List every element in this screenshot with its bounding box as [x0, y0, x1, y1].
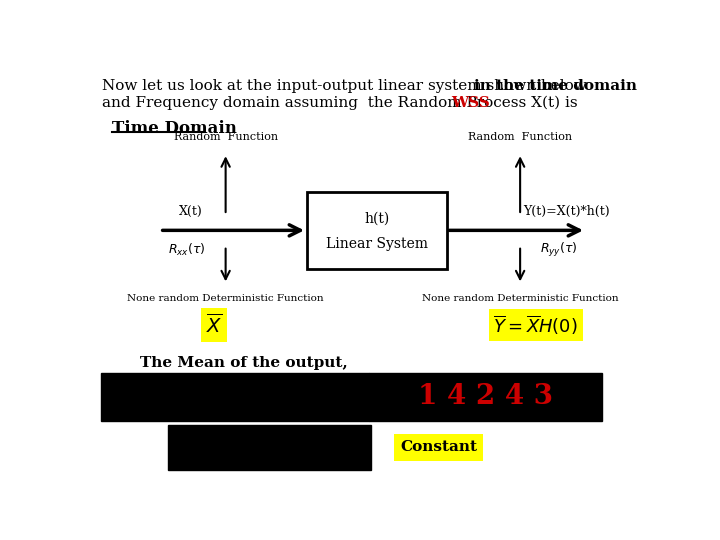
Bar [168, 425, 371, 470]
Text: Y(t)=X(t)*h(t): Y(t)=X(t)*h(t) [523, 205, 610, 218]
Text: None random Deterministic Function: None random Deterministic Function [422, 294, 618, 303]
Text: in the time domain: in the time domain [474, 79, 636, 93]
Text: $R_{yy}(\tau)$: $R_{yy}(\tau)$ [540, 241, 577, 259]
Text: h(t): h(t) [364, 212, 390, 226]
Bar [307, 192, 446, 269]
Text: and Frequency domain assuming  the Random Process X(t) is: and Frequency domain assuming the Random… [102, 96, 582, 110]
Text: WSS: WSS [451, 96, 490, 110]
Text: $R_{xx}(\tau)$: $R_{xx}(\tau)$ [168, 241, 206, 258]
Text: Time Domain: Time Domain [112, 120, 237, 137]
Text: Random  Function: Random Function [468, 132, 572, 142]
Bar [101, 373, 369, 421]
Text: The Mean of the output,: The Mean of the output, [140, 356, 348, 370]
Text: None random Deterministic Function: None random Deterministic Function [127, 294, 324, 303]
Bar [369, 373, 601, 421]
Text: $\overline{X}$: $\overline{X}$ [206, 313, 222, 337]
Text: 1 4 2 4 3: 1 4 2 4 3 [418, 383, 553, 410]
Text: X(t): X(t) [179, 205, 202, 218]
Text: Linear System: Linear System [325, 237, 428, 251]
Text: $\overline{Y} = \overline{X}H(0)$: $\overline{Y} = \overline{X}H(0)$ [493, 313, 578, 337]
Text: Constant: Constant [400, 441, 477, 455]
Text: Now let us look at the input-output linear system shown below: Now let us look at the input-output line… [102, 79, 591, 93]
Text: Random  Function: Random Function [174, 132, 278, 142]
